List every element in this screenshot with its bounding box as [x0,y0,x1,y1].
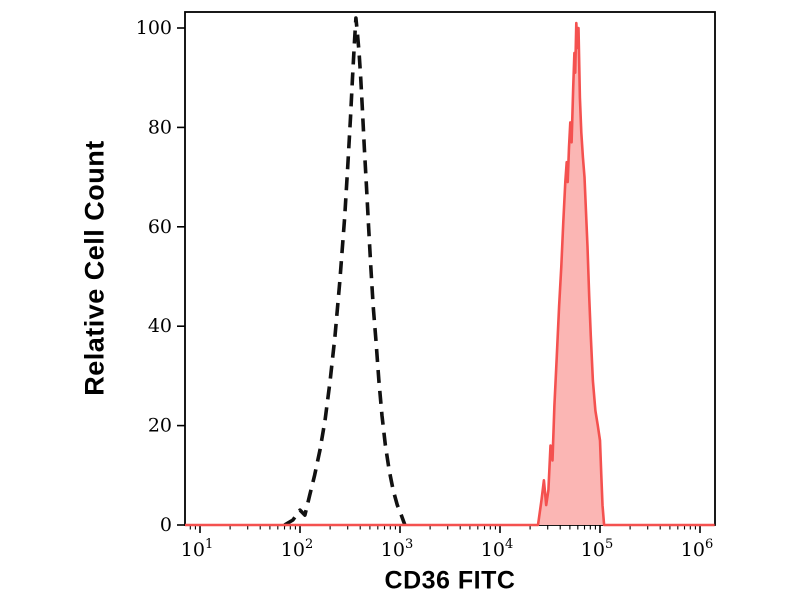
series-curve-1 [185,21,715,527]
y-tick-label: 60 [148,216,172,238]
y-tick-label: 20 [148,415,172,437]
series-curve-0 [283,16,407,527]
x-tick-label: 106 [681,537,713,561]
x-tick-label: 102 [281,537,313,561]
x-tick-label: 103 [381,537,413,561]
x-tick-label: 105 [581,537,613,561]
y-tick-label: 80 [148,116,172,138]
x-axis-label: CD36 FITC [384,566,516,595]
y-tick-label: 0 [160,514,172,536]
y-tick-label: 100 [136,17,172,39]
x-tick-label: 104 [481,537,513,561]
plot-frame [184,11,716,526]
y-axis-label: Relative Cell Count [79,140,110,396]
y-tick-label: 40 [148,315,172,337]
x-tick-label: 101 [181,537,213,561]
